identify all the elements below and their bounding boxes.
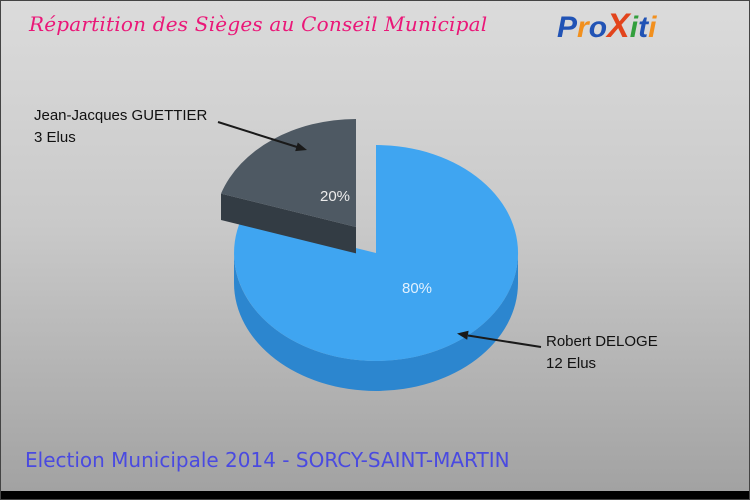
pie-slice-guettier	[221, 119, 356, 227]
logo-letter: i	[648, 11, 657, 44]
slice-percent-label-80: 80%	[402, 280, 432, 297]
logo-letter: r	[577, 11, 591, 44]
callout-deloge-name: Robert DELOGE	[546, 333, 658, 350]
logo-letter: P	[557, 11, 578, 44]
pie-slice-deloge	[234, 144, 519, 362]
callout-line-deloge	[467, 334, 542, 348]
footer-caption: Election Municipale 2014 - SORCY-SAINT-M…	[25, 448, 510, 472]
logo-letter: t	[638, 11, 650, 44]
callout-arrow-guettier	[295, 142, 307, 152]
bottom-bar	[1, 491, 749, 499]
logo-letter: o	[589, 11, 607, 44]
proxiti-logo: ProXiti	[557, 7, 657, 45]
callout-line-guettier	[217, 121, 298, 148]
slice-percent-label-20: 20%	[320, 188, 350, 205]
callout-guettier-name: Jean-Jacques GUETTIER	[34, 107, 208, 124]
callout-guettier-seats: 3 Elus	[34, 129, 76, 146]
logo-text: ProXiti	[557, 7, 657, 45]
callout-deloge-seats: 12 Elus	[546, 355, 597, 372]
callout-label-deloge: Robert DELOGE 12 Elus	[546, 331, 658, 375]
logo-letter: i	[630, 11, 639, 44]
pie-slice-guettier-side	[221, 193, 356, 254]
callout-label-guettier: Jean-Jacques GUETTIER 3 Elus	[34, 105, 207, 149]
callout-arrow-deloge	[457, 330, 469, 340]
page-title: Répartition des Sièges au Conseil Munici…	[29, 12, 488, 36]
pie-slice-deloge-side	[234, 253, 518, 391]
logo-letter-x: X	[605, 7, 632, 45]
